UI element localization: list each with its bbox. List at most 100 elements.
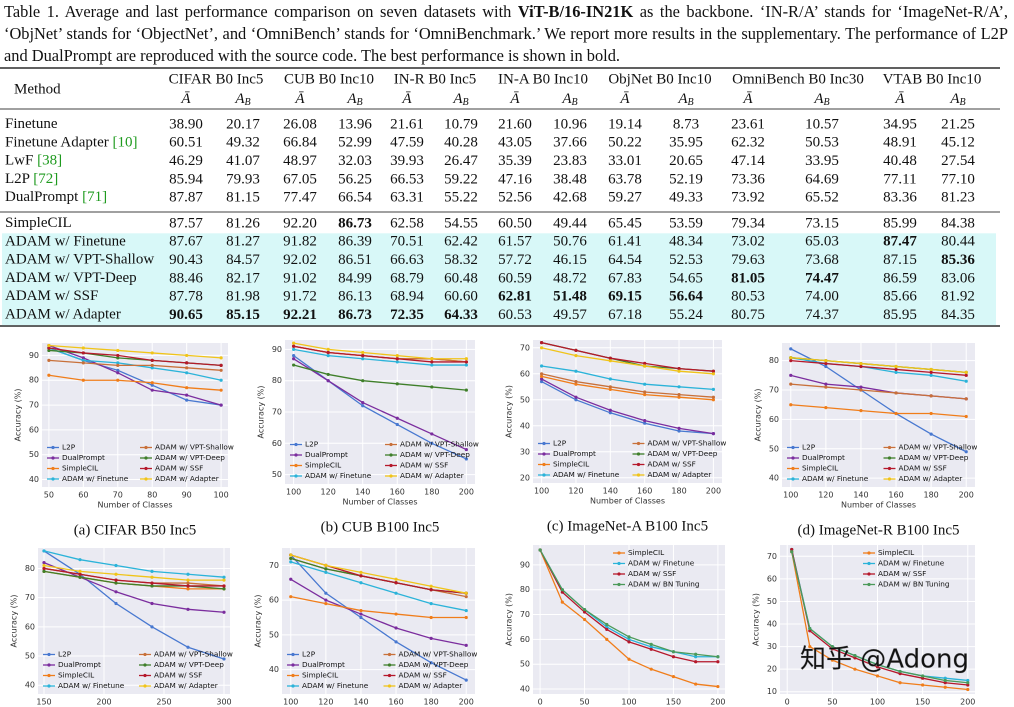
caption-text: as the backbone. ‘IN-R/A’ stands for ‘Im… bbox=[4, 2, 1008, 65]
data-point bbox=[964, 414, 968, 419]
data-point bbox=[859, 364, 863, 369]
value-cell: 91.72 bbox=[283, 289, 317, 305]
data-point bbox=[150, 575, 154, 579]
data-point bbox=[361, 357, 365, 361]
value-cell: 77.47 bbox=[283, 190, 317, 206]
data-point bbox=[430, 357, 434, 361]
data-point bbox=[789, 382, 793, 386]
x-tick-label: 0 bbox=[538, 698, 543, 707]
value-cell: 47.14 bbox=[731, 153, 765, 169]
series-line bbox=[43, 564, 224, 581]
legend-marker bbox=[144, 477, 148, 481]
value-cell: 46.15 bbox=[553, 252, 587, 268]
y-tick-label: 90 bbox=[520, 560, 530, 569]
data-point bbox=[859, 361, 863, 366]
legend-marker bbox=[294, 442, 298, 447]
data-point bbox=[790, 550, 794, 554]
data-point bbox=[185, 386, 189, 390]
value-cell: 63.31 bbox=[390, 190, 424, 206]
value-cell: 87.78 bbox=[169, 289, 203, 305]
value-cell: 92.02 bbox=[283, 252, 317, 268]
metric-header: Ā bbox=[294, 91, 305, 107]
y-tick-label: 20 bbox=[767, 665, 777, 674]
legend-marker bbox=[887, 466, 892, 471]
legend-label: L2P bbox=[305, 440, 319, 449]
data-point bbox=[326, 354, 330, 358]
y-tick-label: 40 bbox=[520, 421, 530, 430]
data-point bbox=[643, 382, 647, 386]
method-name: Finetune bbox=[5, 116, 58, 132]
data-point bbox=[430, 432, 434, 436]
data-point bbox=[42, 566, 46, 571]
legend-label: ADAM w/ SSF bbox=[648, 460, 696, 469]
method-name: LwF bbox=[5, 153, 37, 169]
value-cell: 73.15 bbox=[805, 215, 839, 231]
data-point bbox=[219, 388, 223, 392]
data-point bbox=[694, 660, 698, 664]
series-line bbox=[541, 341, 714, 372]
value-cell: 38.48 bbox=[553, 171, 587, 187]
value-cell: 39.93 bbox=[390, 153, 424, 169]
data-point bbox=[677, 429, 681, 433]
y-tick-label: 40 bbox=[520, 685, 530, 694]
value-cell: 79.63 bbox=[731, 252, 765, 268]
metric-symbol: A bbox=[949, 91, 960, 107]
data-point bbox=[671, 650, 676, 654]
y-tick-label: 80 bbox=[25, 564, 35, 573]
value-cell: 72.35 bbox=[390, 307, 424, 323]
y-tick-label: 40 bbox=[767, 620, 777, 629]
legend-marker bbox=[387, 663, 392, 667]
data-point bbox=[582, 607, 587, 612]
x-tick-label: 120 bbox=[568, 487, 583, 496]
data-point bbox=[643, 364, 647, 368]
data-point bbox=[186, 584, 190, 588]
x-tick-label: 250 bbox=[156, 698, 171, 707]
x-tick-label: 0 bbox=[785, 698, 790, 707]
value-cell: 87.47 bbox=[883, 234, 917, 250]
data-point bbox=[464, 457, 468, 461]
data-point bbox=[150, 383, 154, 387]
value-cell: 92.21 bbox=[283, 307, 317, 323]
x-tick-label: 200 bbox=[706, 487, 721, 496]
value-cell: 92.20 bbox=[283, 215, 317, 231]
series-line bbox=[541, 375, 714, 401]
value-cell: 47.59 bbox=[390, 135, 424, 151]
y-axis-label: Accuracy (%) bbox=[254, 595, 263, 648]
data-point bbox=[186, 578, 190, 582]
x-tick-label: 160 bbox=[637, 487, 652, 496]
data-point bbox=[560, 588, 564, 592]
legend-label: ADAM w/ Finetune bbox=[878, 559, 945, 568]
data-point bbox=[359, 612, 363, 616]
data-point bbox=[116, 363, 120, 367]
data-point bbox=[790, 547, 794, 552]
value-cell: 65.03 bbox=[805, 234, 839, 250]
row-highlight bbox=[2, 251, 996, 271]
method-header: Method bbox=[14, 81, 61, 97]
value-cell: 60.53 bbox=[498, 307, 532, 323]
data-point bbox=[185, 398, 189, 402]
legend-label: ADAM w/ VPT-Deep bbox=[899, 453, 969, 462]
data-point bbox=[186, 645, 190, 649]
data-point bbox=[81, 346, 85, 350]
data-point bbox=[539, 346, 544, 350]
value-cell: 60.48 bbox=[444, 270, 478, 286]
legend-label: L2P bbox=[58, 650, 72, 659]
data-point bbox=[116, 378, 120, 382]
y-tick-label: 40 bbox=[269, 665, 279, 674]
x-tick-label: 160 bbox=[390, 488, 405, 497]
y-tick-label: 60 bbox=[769, 415, 779, 424]
legend-label: SimpleCIL bbox=[58, 671, 95, 680]
metric-symbol: Ā bbox=[619, 91, 630, 107]
y-tick-label: 20 bbox=[520, 473, 530, 482]
data-point bbox=[289, 577, 293, 581]
method-cell: ADAM w/ Adapter bbox=[5, 307, 121, 323]
data-point bbox=[326, 379, 330, 383]
data-point bbox=[649, 645, 653, 649]
data-point bbox=[789, 356, 793, 360]
value-cell: 54.65 bbox=[669, 270, 703, 286]
data-point bbox=[921, 683, 925, 687]
y-tick-label: 40 bbox=[29, 475, 39, 484]
metric-sub: B bbox=[960, 97, 966, 108]
value-cell: 84.35 bbox=[941, 307, 975, 323]
data-point bbox=[964, 397, 968, 401]
